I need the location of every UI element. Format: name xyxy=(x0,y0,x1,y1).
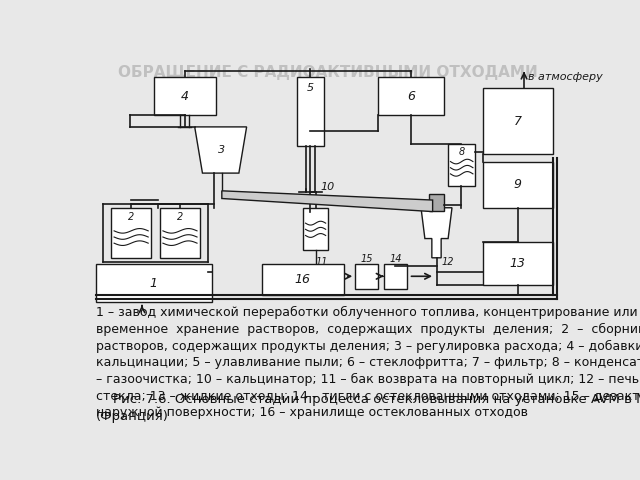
Text: 12: 12 xyxy=(442,257,454,267)
Bar xyxy=(384,264,407,288)
Polygon shape xyxy=(421,208,452,258)
Text: 14: 14 xyxy=(389,254,402,264)
Bar xyxy=(160,208,200,258)
Text: 1: 1 xyxy=(150,276,157,290)
Text: 7: 7 xyxy=(514,115,522,128)
Bar xyxy=(297,77,324,146)
Text: 11: 11 xyxy=(316,257,328,267)
Text: Рис. 7.6. Основные стадии процесса остекловывания на установке AVM в Маркуле
(Фр: Рис. 7.6. Основные стадии процесса остек… xyxy=(95,393,640,422)
Text: 2: 2 xyxy=(128,212,134,222)
Bar xyxy=(483,88,553,154)
Text: в атмосферу: в атмосферу xyxy=(528,72,603,82)
Bar xyxy=(262,264,344,295)
Text: 8: 8 xyxy=(459,146,465,156)
Text: 15: 15 xyxy=(360,254,373,264)
Bar xyxy=(154,77,216,115)
Text: 4: 4 xyxy=(180,90,189,103)
Text: 16: 16 xyxy=(295,273,311,286)
Text: 5: 5 xyxy=(307,84,314,94)
Text: 2: 2 xyxy=(177,212,183,222)
Bar xyxy=(483,242,553,285)
Bar xyxy=(303,208,328,250)
Polygon shape xyxy=(195,127,246,173)
Text: 10: 10 xyxy=(321,182,335,192)
Bar xyxy=(448,144,476,186)
Polygon shape xyxy=(222,191,433,212)
Bar xyxy=(429,194,444,211)
Text: 1 – завод химической переработки облученного топлива, концентрирование или
време: 1 – завод химической переработки облучен… xyxy=(95,306,640,419)
Text: 3: 3 xyxy=(218,145,225,155)
Bar xyxy=(355,264,378,288)
Text: ОБРАЩЕНИЕ С РАДИОАКТИВНЫМИ ОТХОДАМИ: ОБРАЩЕНИЕ С РАДИОАКТИВНЫМИ ОТХОДАМИ xyxy=(118,65,538,80)
Text: 6: 6 xyxy=(407,90,415,103)
Bar xyxy=(378,77,444,115)
Text: 9: 9 xyxy=(514,178,522,191)
Bar xyxy=(95,264,212,302)
Bar xyxy=(483,162,553,208)
Bar xyxy=(111,208,151,258)
Text: 13: 13 xyxy=(510,257,526,270)
